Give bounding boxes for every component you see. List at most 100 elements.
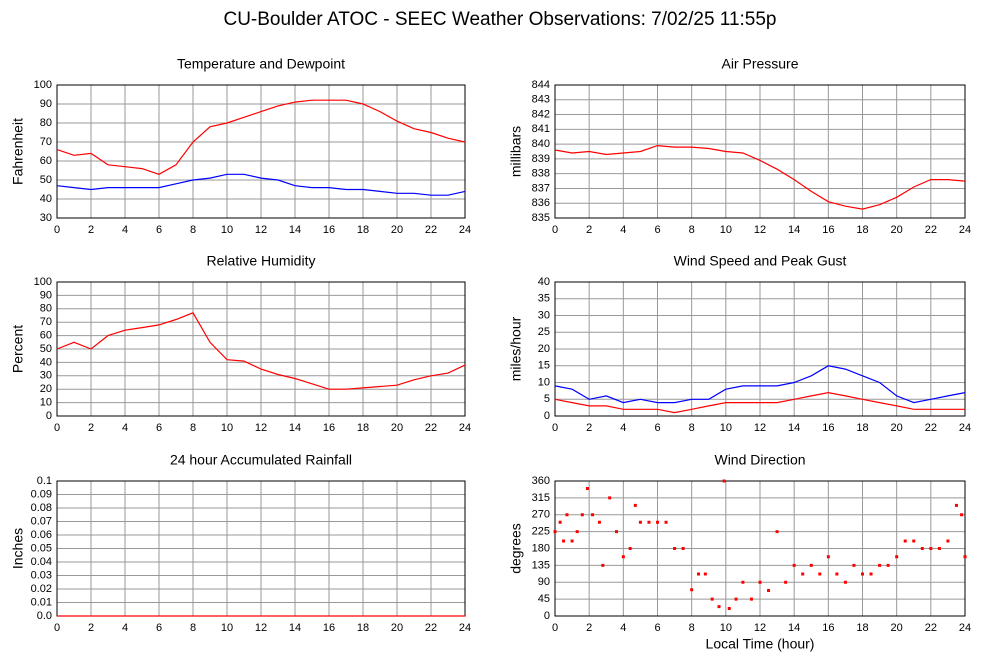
data-point	[585, 487, 589, 490]
x-tick-label: 16	[822, 224, 834, 236]
data-line	[56, 312, 466, 390]
y-tick-label: 0.04	[31, 556, 52, 568]
x-tick-label: 10	[720, 622, 732, 634]
data-point	[697, 572, 700, 576]
x-tick-label: 0	[552, 622, 558, 634]
x-tick-label: 20	[391, 622, 403, 634]
x-tick-label: 10	[720, 422, 732, 434]
x-tick-label: 18	[357, 224, 369, 236]
y-tick-label: 0.02	[31, 583, 52, 595]
x-tick-label: 6	[156, 422, 162, 434]
data-line	[554, 144, 966, 210]
data-point	[615, 530, 618, 534]
plot-frame	[554, 84, 966, 219]
x-tick-label: 18	[856, 224, 868, 236]
x-tick-label: 8	[190, 224, 196, 236]
y-axis-label: Fahrenheit	[10, 118, 26, 185]
data-point	[929, 547, 933, 550]
x-tick-label: 2	[586, 224, 592, 236]
x-tick-label: 10	[221, 224, 233, 236]
y-tick-label: 40	[538, 276, 550, 288]
panel-title: Wind Direction	[714, 452, 805, 468]
data-point	[690, 588, 694, 592]
data-point	[749, 597, 753, 601]
y-tick-label: 50	[40, 174, 52, 186]
x-tick-label: 2	[586, 622, 592, 634]
data-point	[575, 530, 579, 534]
x-tick-label: 14	[788, 224, 800, 236]
data-point	[664, 520, 668, 524]
data-point	[656, 520, 659, 524]
x-tick-label: 4	[620, 622, 626, 634]
y-tick-label: 45	[538, 593, 550, 605]
x-tick-label: 14	[289, 422, 301, 434]
x-tick-label: 8	[689, 622, 695, 634]
data-point	[852, 563, 856, 567]
y-tick-label: 30	[538, 309, 550, 321]
plot-frame	[554, 281, 966, 417]
y-tick-label: 25	[538, 326, 550, 338]
x-tick-label: 24	[959, 224, 971, 236]
x-tick-label: 20	[391, 422, 403, 434]
data-point	[628, 547, 632, 550]
data-point	[937, 547, 941, 550]
y-tick-label: 838	[532, 168, 550, 180]
x-tick-label: 8	[190, 422, 196, 434]
data-point	[633, 503, 637, 507]
data-point	[826, 555, 830, 559]
x-tick-label: 16	[323, 422, 335, 434]
y-tick-label: 10	[40, 397, 52, 409]
x-axis-label: Local Time (hour)	[706, 636, 815, 652]
x-tick-label: 18	[357, 622, 369, 634]
x-tick-label: 6	[156, 622, 162, 634]
y-tick-label: 50	[40, 343, 52, 355]
data-point	[591, 513, 595, 517]
data-point	[835, 572, 839, 576]
y-tick-label: 90	[40, 289, 52, 301]
y-tick-label: 0.06	[31, 529, 52, 541]
x-tick-label: 4	[122, 224, 128, 236]
y-tick-label: 10	[538, 376, 550, 388]
data-point	[861, 572, 864, 576]
x-tick-label: 0	[54, 422, 60, 434]
data-point	[710, 597, 714, 601]
data-point	[570, 539, 574, 543]
data-point	[647, 520, 651, 524]
data-point	[681, 547, 685, 550]
y-axis-label: Percent	[10, 325, 26, 373]
data-point	[722, 479, 726, 483]
y-tick-label: 0.05	[31, 542, 52, 554]
y-tick-label: 841	[532, 123, 550, 135]
y-tick-label: 837	[532, 182, 550, 194]
y-tick-label: 80	[40, 117, 52, 129]
x-tick-label: 10	[720, 224, 732, 236]
x-tick-label: 24	[459, 622, 471, 634]
y-tick-label: 270	[532, 509, 550, 521]
data-point	[869, 572, 873, 576]
x-tick-label: 18	[856, 622, 868, 634]
data-point	[727, 607, 731, 610]
y-tick-label: 315	[532, 492, 550, 504]
x-tick-label: 16	[822, 422, 834, 434]
y-tick-label: 0.1	[37, 475, 52, 487]
y-tick-label: 60	[40, 330, 52, 342]
y-tick-label: 0.09	[31, 488, 52, 500]
x-tick-label: 12	[255, 224, 267, 236]
x-tick-label: 24	[459, 224, 471, 236]
y-tick-label: 20	[538, 343, 550, 355]
x-tick-label: 12	[754, 422, 766, 434]
y-tick-label: 0	[544, 410, 550, 422]
y-tick-label: 0.0	[37, 610, 52, 622]
panel-title: Air Pressure	[721, 56, 798, 72]
y-tick-label: 844	[532, 79, 550, 91]
x-tick-label: 16	[822, 622, 834, 634]
page-title: CU-Boulder ATOC - SEEC Weather Observati…	[223, 9, 776, 30]
data-point	[886, 563, 890, 567]
panel-title: 24 hour Accumulated Rainfall	[170, 452, 352, 468]
x-tick-label: 16	[323, 622, 335, 634]
data-point	[920, 547, 924, 550]
x-tick-label: 2	[88, 224, 94, 236]
data-point	[903, 539, 907, 543]
data-point	[638, 520, 642, 524]
y-tick-label: 5	[544, 393, 550, 405]
